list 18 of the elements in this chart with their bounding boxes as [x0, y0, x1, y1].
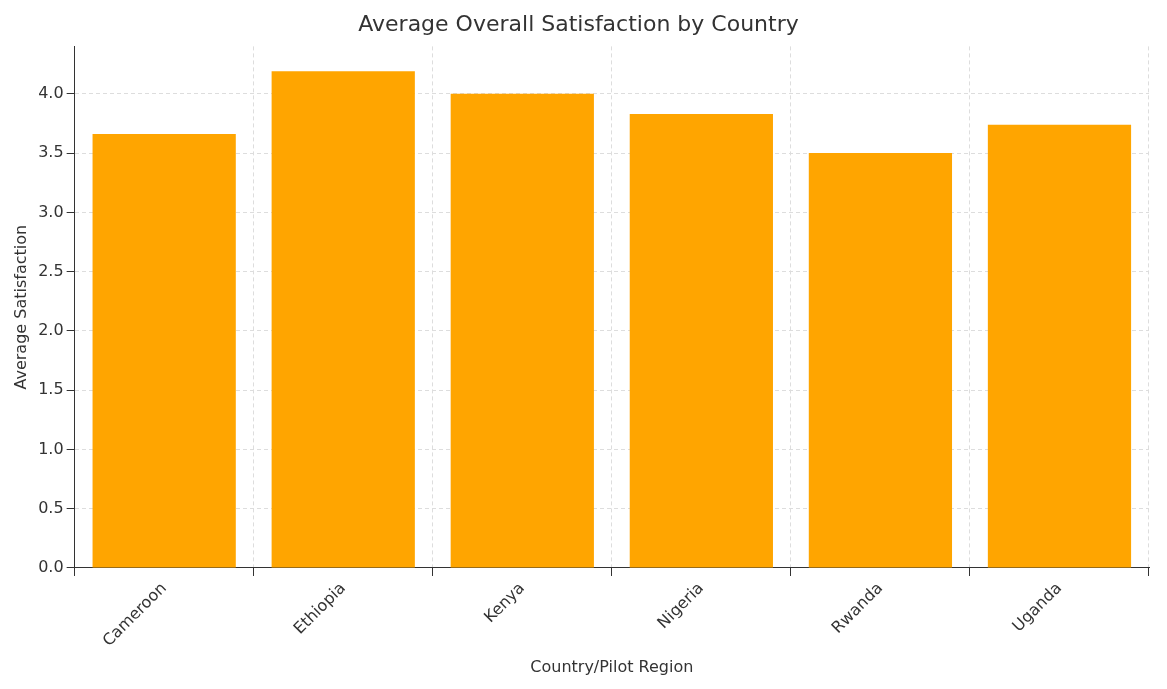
y-tick-label: 2.5: [38, 260, 64, 280]
chart-title: Average Overall Satisfaction by Country: [358, 10, 799, 36]
bar: [92, 134, 236, 568]
bar: [808, 153, 953, 568]
y-tick-label: 3.0: [38, 201, 64, 221]
y-axis-title: Average Satisfaction: [10, 224, 30, 390]
bar: [271, 71, 415, 568]
bar: [629, 113, 773, 568]
bar: [450, 93, 594, 568]
y-tick-label: 2.0: [38, 320, 64, 340]
bar: [987, 124, 1132, 568]
x-axis-title: Country/Pilot Region: [530, 656, 694, 676]
y-tick-label: 1.0: [38, 438, 64, 458]
y-tick-label: 4.0: [38, 82, 64, 102]
y-tick-label: 0.5: [38, 497, 64, 517]
y-tick-label: 3.5: [38, 142, 64, 162]
y-tick-label: 0.0: [38, 557, 64, 577]
y-tick-label: 1.5: [38, 379, 64, 399]
